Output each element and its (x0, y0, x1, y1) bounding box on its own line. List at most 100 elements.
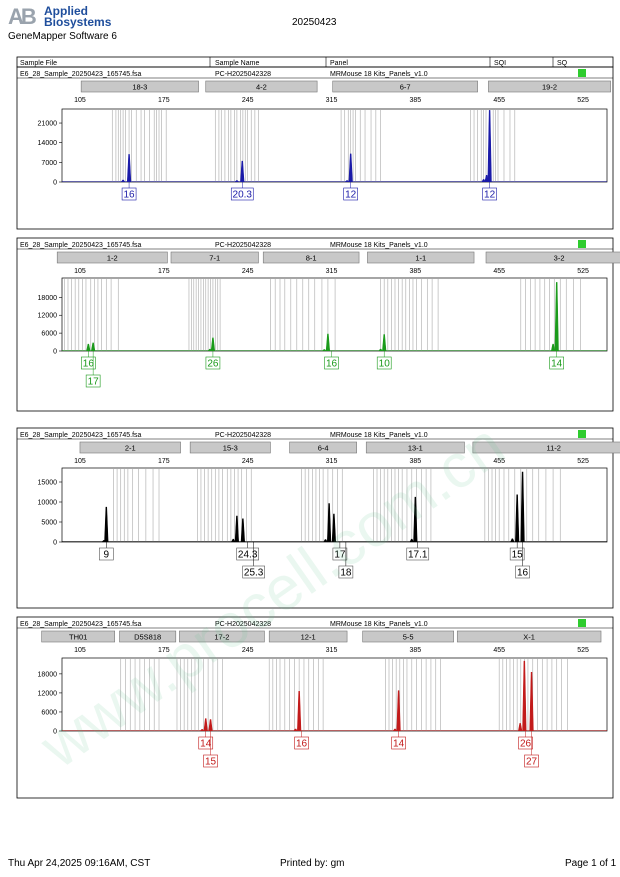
trace-peak (234, 515, 239, 543)
trace-peak (200, 729, 205, 732)
x-tick-label: 105 (74, 647, 86, 654)
trace-peak (101, 540, 106, 543)
marker-bar (472, 441, 620, 454)
allele-label: 15 (205, 757, 217, 768)
allele-box (549, 356, 564, 370)
sample-name: PC-H2025042328 (215, 71, 271, 78)
y-tick-label: 18000 (38, 671, 58, 678)
allele-label: 14 (551, 359, 563, 370)
marker-label: TH01 (69, 633, 87, 642)
trace-peak (348, 153, 353, 183)
marker-label: 8-1 (306, 254, 317, 263)
x-tick-label: 175 (158, 458, 170, 465)
trace-peak (481, 179, 486, 183)
x-tick-label: 385 (410, 647, 422, 654)
trace-peak (325, 333, 331, 352)
allele-box (205, 356, 221, 370)
allele-box (121, 187, 137, 201)
allele-label: 18 (340, 568, 352, 579)
trace-peak (554, 282, 559, 352)
x-tick-label: 315 (326, 97, 338, 104)
trace-peak (203, 718, 208, 732)
footer-datetime: Thu Apr 24,2025 09:16AM, CST (8, 858, 151, 869)
marker-label: 2-1 (125, 444, 136, 453)
trace-peak (382, 334, 387, 352)
marker-bar (456, 630, 602, 643)
marker-label: 7-1 (209, 254, 220, 263)
allele-label: 17 (88, 377, 100, 388)
trace-peak (413, 496, 418, 543)
y-tick-label: 12000 (38, 313, 58, 320)
marker-bar (189, 441, 271, 454)
allele-label: 9 (104, 550, 110, 561)
header-sample-name: Sample Name (215, 60, 259, 67)
trace-peak (207, 348, 212, 352)
panel-name: MRMouse 18 Kits_Panels_v1.0 (330, 71, 428, 78)
allele-box (524, 754, 539, 768)
x-tick-label: 525 (577, 268, 589, 275)
x-tick-label: 245 (242, 647, 254, 654)
trace-peak (396, 690, 401, 732)
trace-peak (234, 180, 239, 183)
allele-box (406, 547, 430, 561)
x-tick-label: 315 (326, 268, 338, 275)
allele-label: 16 (296, 739, 308, 750)
y-tick-label: 0 (53, 540, 57, 547)
allele-label: 17 (334, 550, 346, 561)
plot-area (61, 108, 608, 183)
x-tick-label: 175 (158, 268, 170, 275)
trace-peak (323, 539, 328, 543)
marker-bar (268, 630, 348, 643)
x-tick-label: 455 (493, 647, 505, 654)
allele-box (376, 356, 392, 370)
sample-file-name: E6_28_Sample_20250423_165745.fsa (20, 432, 142, 439)
panel-green: E6_28_Sample_20250423_165745.fsa PC-H2025… (16, 237, 620, 412)
marker-label: 3-2 (554, 254, 565, 263)
allele-label: 25.3 (244, 568, 264, 579)
marker-bar (362, 630, 454, 643)
marker-bar (41, 630, 116, 643)
trace-peak (529, 671, 534, 732)
trace-peak (518, 723, 523, 732)
marker-label: 5-5 (403, 633, 414, 642)
allele-label: 12 (484, 190, 496, 201)
trace-peak (345, 180, 350, 183)
sq-status-indicator (578, 240, 586, 248)
plot-area (61, 657, 608, 732)
allele-box (332, 547, 348, 561)
allele-box (203, 754, 218, 768)
logo-text: Applied Biosystems (44, 5, 111, 28)
marker-label: 13-1 (408, 444, 423, 453)
panel-frame (16, 66, 614, 230)
trace-peak (126, 154, 132, 183)
marker-label: 1-1 (415, 254, 426, 263)
allele-box (294, 736, 309, 750)
y-tick-label: 6000 (41, 709, 57, 716)
allele-label: 16 (83, 359, 95, 370)
marker-bar (56, 251, 168, 264)
x-tick-label: 105 (74, 97, 86, 104)
x-tick-label: 245 (242, 268, 254, 275)
trace-peak (293, 728, 298, 732)
allele-label: 10 (379, 359, 391, 370)
marker-label: 12-1 (301, 633, 316, 642)
y-tick-label: 7000 (41, 160, 57, 167)
panel-frame (16, 427, 614, 609)
y-tick-label: 0 (53, 729, 57, 736)
trace-peak (515, 494, 520, 543)
x-tick-label: 455 (493, 268, 505, 275)
trace-peak (392, 728, 398, 732)
trace-peak (210, 337, 216, 352)
x-tick-label: 245 (242, 97, 254, 104)
marker-label: 11-2 (546, 444, 560, 453)
marker-bar (262, 251, 360, 264)
report-date: 20250423 (292, 17, 337, 28)
panel-name: MRMouse 18 Kits_Panels_v1.0 (330, 432, 428, 439)
watermark-text: www.procell.com.cn (28, 411, 517, 782)
marker-label: 6-4 (318, 444, 329, 453)
sample-file-name: E6_28_Sample_20250423_165745.fsa (20, 71, 142, 78)
marker-bar (488, 80, 611, 93)
allele-label: 12 (345, 190, 357, 201)
